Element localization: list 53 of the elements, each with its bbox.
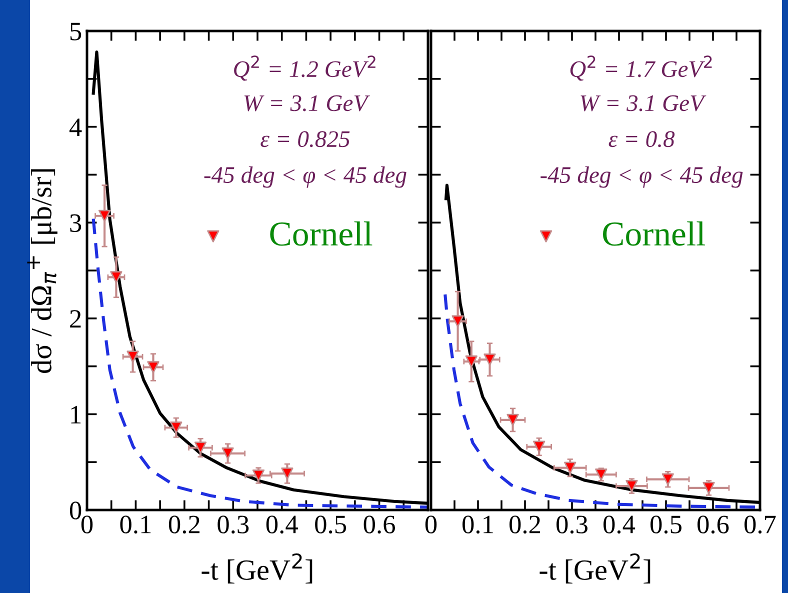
x-tick-label: 0.7 (744, 516, 776, 534)
annotation: -45 deg < φ < 45 deg (204, 166, 406, 188)
point (110, 271, 122, 284)
x-tick-label: 0.1 (120, 516, 151, 534)
annotation: W = 3.1 GeV (580, 95, 706, 112)
point (702, 482, 715, 494)
point (194, 442, 207, 454)
annotation: Q$^{2}$ = 1.7 GeV$^{2}$ (570, 56, 712, 81)
annotation: ε = 0.8 (608, 131, 675, 148)
legend-label: Cornell (602, 221, 706, 246)
x-tick-label: 0.1 (462, 516, 493, 534)
y-axis-title: dσ / dΩ$_{π}$$^{+}$ [μb/sr] (27, 169, 58, 373)
x-tick-label: 0.3 (218, 516, 249, 534)
x-axis-title: -t [GeV$^{2}$] (202, 553, 312, 584)
point (147, 361, 160, 374)
legend-label: Cornell (270, 221, 372, 246)
annotation: Q$^{2}$ = 1.2 GeV$^{2}$ (234, 56, 376, 81)
y-tick-label: 2 (70, 310, 81, 328)
annotation: W = 3.1 GeV (244, 95, 370, 112)
y-tick-label: 5 (70, 22, 82, 40)
point (564, 462, 576, 474)
x-tick-label: 0.2 (168, 516, 200, 534)
x-tick-label: 0.6 (698, 516, 729, 534)
x-tick-label: 0.5 (315, 516, 346, 534)
y-tick-label: 4 (69, 118, 82, 136)
point (126, 350, 139, 363)
x-tick-label: 0 (425, 516, 437, 534)
x-tick-label: 0.4 (266, 516, 298, 534)
point (98, 210, 111, 222)
annotation: ε = 0.825 (260, 131, 350, 148)
y-tick-label: 0 (70, 502, 82, 520)
point (662, 473, 674, 486)
point (222, 447, 234, 460)
x-tick-label: 0.4 (604, 516, 636, 534)
point (252, 469, 265, 482)
x-tick-label: 0.3 (556, 516, 588, 534)
x-tick-label: 0.2 (510, 516, 540, 534)
annotation: -45 deg < φ < 45 deg (540, 166, 743, 188)
point (506, 414, 519, 426)
y-tick-label: 1 (71, 406, 81, 424)
point (484, 354, 496, 366)
point (452, 315, 464, 328)
x-tick-label: 0.6 (364, 516, 395, 534)
point (533, 440, 546, 453)
line-series (92, 217, 428, 509)
point (595, 468, 608, 481)
point (626, 480, 638, 492)
x-axis-title: -t [GeV$^{2}$] (540, 553, 650, 584)
x-tick-label: 0 (81, 516, 93, 534)
point (281, 468, 294, 480)
point (170, 422, 182, 434)
x-tick-label: 0.5 (650, 516, 682, 534)
y-tick-label: 3 (70, 214, 82, 232)
